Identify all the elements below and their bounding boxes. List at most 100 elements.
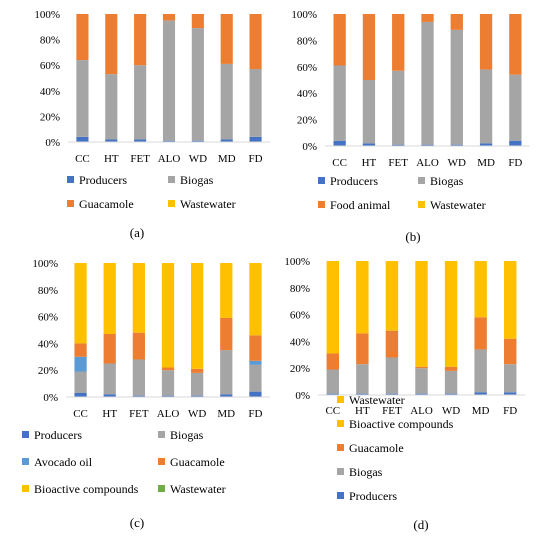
bar-segment-biogas-cc <box>333 65 346 141</box>
legend-label: Food animal <box>330 198 391 212</box>
y-tick-label: 60% <box>40 60 60 72</box>
x-tick-label: ALO <box>410 405 433 417</box>
legend-label: Wastewater <box>430 198 486 212</box>
y-tick-label: 20% <box>297 115 317 127</box>
bar-segment-producers-ht <box>105 139 118 142</box>
legend-swatch <box>158 431 165 438</box>
panel-label: (b) <box>405 229 420 244</box>
legend-label: Bioactive compounds <box>349 417 454 431</box>
bar-segment-producers-fd <box>249 136 262 142</box>
bar-segment-producers-alo <box>415 393 428 395</box>
legend-swatch <box>22 485 29 492</box>
legend-label: Wastewater <box>349 393 405 407</box>
y-tick-label: 0% <box>295 390 310 402</box>
bar-segment-guacamole-fet <box>132 332 145 360</box>
legend-swatch <box>337 444 344 451</box>
bar-segment-biogas-fd <box>504 364 517 393</box>
bar-segment-bioactive-compounds-ht <box>103 263 116 335</box>
bar-segment-guacamole-fd <box>249 335 262 361</box>
bar-segment-guacamole-ht <box>356 333 369 365</box>
panel-label: (a) <box>130 225 144 240</box>
legend-label: Wastewater <box>170 482 226 496</box>
legend-swatch <box>337 420 344 427</box>
bar-segment-bioactive-compounds-alo <box>161 263 175 368</box>
bar-segment-biogas-cc <box>326 369 339 394</box>
bar-segment-bioactive-compounds-fd <box>504 261 517 339</box>
bar-segment-producers-fd <box>509 140 522 146</box>
bar-segment-guacamole-ht <box>103 334 116 364</box>
x-tick-label: FD <box>249 153 263 165</box>
x-tick-label: ALO <box>416 157 439 169</box>
legend-swatch <box>337 468 344 475</box>
bar-segment-guacamole-wd <box>191 368 204 373</box>
bar-segment-guacamole-fet <box>134 14 147 66</box>
y-tick-label: 0% <box>43 392 58 404</box>
bar-segment-guacamole-alo <box>161 367 175 371</box>
legend-label: Producers <box>34 428 82 442</box>
x-tick-label: HT <box>362 157 377 169</box>
bar-segment-producers-md <box>474 392 487 395</box>
legend-label: Bioactive compounds <box>34 482 139 496</box>
legend-label: Guacamole <box>79 197 134 211</box>
bar-segment-avocado-oil-cc <box>74 356 87 372</box>
bar-segment-food-animal-alo <box>421 14 434 22</box>
y-tick-label: 100% <box>284 256 310 268</box>
bar-segment-biogas-alo <box>162 20 176 141</box>
x-tick-label: WD <box>189 153 207 165</box>
x-tick-label: WD <box>448 157 466 169</box>
x-tick-label: CC <box>73 408 88 420</box>
bar-segment-biogas-cc <box>76 60 89 137</box>
y-tick-label: 40% <box>38 338 58 350</box>
x-tick-label: CC <box>325 405 340 417</box>
legend-swatch <box>168 176 175 183</box>
x-tick-label: ALO <box>158 153 181 165</box>
legend-swatch <box>418 201 425 208</box>
bar-segment-producers-fet <box>385 393 399 395</box>
bar-segment-food-animal-fd <box>509 14 522 75</box>
bar-segment-biogas-cc <box>74 371 87 393</box>
x-tick-label: HT <box>102 408 117 420</box>
bar-segment-guacamole-fet <box>385 330 399 358</box>
bar-segment-guacamole-ht <box>105 14 118 75</box>
bar-segment-biogas-alo <box>415 368 428 394</box>
bar-segment-guacamole-cc <box>326 353 339 370</box>
bar-segment-producers-fd <box>504 392 517 395</box>
bar-segment-bioactive-compounds-cc <box>326 261 339 354</box>
bar-segment-guacamole-fd <box>504 338 517 365</box>
bar-segment-producers-cc <box>326 393 339 395</box>
bar-segment-food-animal-wd <box>450 14 463 30</box>
bar-segment-biogas-wd <box>450 29 463 145</box>
y-tick-label: 60% <box>290 310 310 322</box>
bar-segment-guacamole-alo <box>162 14 176 21</box>
bar-segment-producers-ht <box>362 143 376 146</box>
bar-segment-producers-cc <box>74 392 87 397</box>
bar-segment-avocado-oil-fd <box>249 360 262 365</box>
legend-label: Avocado oil <box>34 455 93 469</box>
bar-segment-biogas-md <box>479 69 493 144</box>
y-tick-label: 40% <box>297 88 317 100</box>
legend-swatch <box>158 485 165 492</box>
legend-label: Producers <box>330 174 378 188</box>
bar-segment-producers-wd <box>191 395 204 397</box>
y-tick-label: 40% <box>40 86 60 98</box>
bar-segment-guacamole-wd <box>444 366 458 371</box>
bar-segment-biogas-fd <box>249 364 262 392</box>
bar-segment-bioactive-compounds-fet <box>385 261 399 331</box>
bar-segment-guacamole-cc <box>76 14 89 61</box>
bar-segment-bioactive-compounds-md <box>220 263 233 318</box>
chart-panel-4: 0% 20% 40% 60% 80% 100% CC HT FET ALO WD MD FD Wastew… <box>284 256 525 532</box>
bar-segment-biogas-fet <box>385 357 399 394</box>
legend-label: Producers <box>79 173 127 187</box>
bar-segment-producers-alo <box>162 140 176 142</box>
bar-segment-producers-md <box>479 143 493 146</box>
legend-swatch <box>318 177 325 184</box>
chart-panel-1: 0% 20% 40% 60% 80% 100% CC HT FET ALO WD MD FD Produc… <box>34 9 270 240</box>
bar-segment-producers-wd <box>191 140 204 142</box>
panel-label: (d) <box>413 517 428 532</box>
bar-segment-producers-alo <box>421 144 434 146</box>
bar-segment-biogas-fet <box>392 70 405 145</box>
bar-segment-producers-fet <box>392 144 405 146</box>
bar-segment-bioactive-compounds-fd <box>249 263 262 336</box>
y-tick-label: 100% <box>34 9 60 21</box>
